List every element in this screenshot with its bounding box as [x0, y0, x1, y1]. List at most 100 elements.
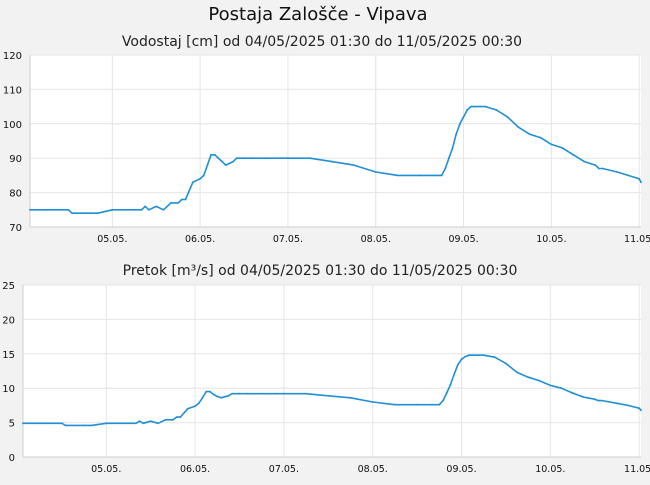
data-point	[61, 422, 63, 425]
data-point	[170, 202, 172, 204]
data-point	[138, 420, 141, 423]
data-point	[201, 396, 204, 399]
y-tick-label: 25	[2, 281, 15, 292]
data-point	[444, 167, 447, 170]
data-point	[96, 212, 99, 215]
data-point	[205, 390, 208, 393]
y-tick-label: 80	[9, 189, 22, 200]
data-point	[442, 399, 444, 402]
y-tick-label: 100	[3, 120, 22, 131]
page-title: Postaja Zalošče - Vipava	[208, 4, 427, 25]
plot-area	[23, 285, 641, 457]
data-point	[227, 394, 230, 397]
data-point	[516, 371, 518, 374]
data-point	[184, 198, 187, 201]
data-point	[495, 109, 498, 111]
data-point	[448, 157, 450, 160]
data-point	[616, 171, 619, 173]
data-point	[455, 133, 458, 136]
data-point	[175, 416, 178, 418]
data-point	[517, 126, 520, 129]
data-point	[330, 160, 333, 163]
x-tick-label: 05.05.	[97, 234, 127, 245]
data-point	[71, 212, 73, 215]
data-point	[459, 122, 461, 125]
data-point	[216, 395, 219, 398]
data-point	[213, 153, 216, 156]
data-point	[582, 396, 585, 398]
x-tick-label: 11.05.	[624, 464, 650, 475]
plot-area	[30, 55, 641, 227]
data-point	[482, 354, 485, 357]
y-tick-label: 0	[9, 453, 15, 464]
data-point	[601, 167, 604, 170]
water-level-chart: 70 80 90 100 110 120 05.05. 06.05. 07.05. 08.05. 0…	[3, 51, 650, 245]
data-point	[194, 405, 197, 407]
data-point	[287, 157, 289, 160]
series-line	[30, 105, 642, 214]
data-point	[571, 392, 574, 394]
x-tick-label: 05.05.	[91, 464, 121, 475]
y-tick-label: 5	[9, 419, 15, 430]
data-point	[528, 133, 531, 136]
data-point	[616, 402, 618, 405]
data-point	[197, 402, 200, 405]
data-point	[594, 164, 597, 167]
data-point	[506, 116, 509, 118]
data-point	[453, 373, 455, 376]
data-point	[149, 420, 152, 423]
data-point	[416, 403, 418, 406]
data-point	[217, 157, 220, 160]
data-point	[283, 392, 285, 395]
data-point	[352, 164, 355, 167]
data-point	[396, 174, 399, 177]
data-point	[111, 208, 114, 211]
data-point	[309, 157, 311, 160]
data-point	[460, 358, 463, 361]
data-point	[305, 392, 307, 395]
data-point	[250, 157, 253, 160]
data-point	[180, 198, 183, 201]
discharge-chart: 0 5 10 15 20 25 05.05. 06.05. 07.05. 08.05. 09.05.…	[2, 281, 650, 475]
data-point	[155, 205, 158, 208]
data-point	[560, 387, 563, 390]
data-point	[206, 164, 209, 167]
data-point	[445, 392, 448, 394]
data-point	[260, 392, 263, 395]
data-point	[89, 212, 92, 215]
series-line	[23, 354, 642, 427]
data-point	[29, 208, 31, 211]
data-point	[172, 418, 174, 421]
data-point	[224, 164, 227, 167]
data-point	[243, 157, 245, 160]
x-tick-label: 06.05.	[180, 464, 210, 475]
data-point	[449, 383, 452, 386]
data-point	[209, 390, 211, 393]
y-tick-label: 10	[2, 384, 15, 395]
data-point	[265, 157, 267, 160]
data-point	[473, 105, 476, 108]
y-tick-label: 70	[9, 223, 22, 234]
data-point	[238, 392, 241, 395]
data-point	[468, 354, 470, 357]
y-tick-label: 90	[9, 154, 22, 165]
data-point	[597, 399, 600, 402]
data-point	[550, 143, 553, 146]
data-point	[45, 208, 48, 211]
x-tick-label: 10.05.	[536, 234, 566, 245]
data-point	[638, 407, 640, 410]
data-point	[220, 396, 222, 399]
data-point	[598, 167, 600, 170]
data-point	[22, 422, 24, 425]
y-tick-label: 15	[2, 350, 15, 361]
x-tick-label: 06.05.	[185, 234, 215, 245]
data-point	[279, 157, 282, 160]
data-point	[38, 422, 41, 425]
chart-2-title: Pretok [m³/s] od 04/05/2025 01:30 do 11/…	[123, 263, 518, 279]
data-point	[164, 418, 167, 421]
x-tick-label: 10.05.	[535, 464, 565, 475]
data-point	[374, 171, 377, 173]
data-point	[493, 356, 496, 359]
